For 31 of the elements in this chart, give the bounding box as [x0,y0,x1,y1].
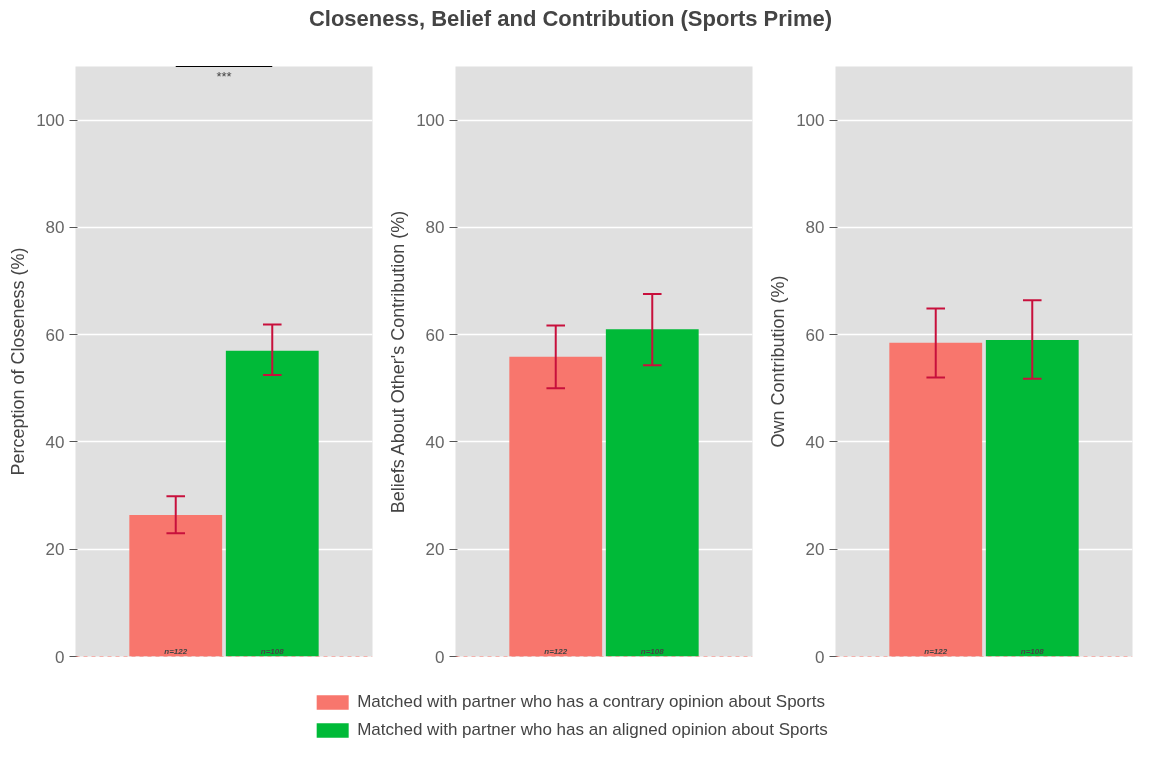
annotation: n=108 [1020,646,1045,656]
y-tick-label: 40 [805,432,825,452]
y-tick-label: 100 [416,111,445,131]
y-tick-label: 20 [805,540,825,560]
y-axis-title: Perception of Closeness (%) [8,247,29,476]
y-tick-label: 20 [45,540,65,560]
y-axis-title: Own Contribution (%) [768,275,789,448]
y-tick-label: 40 [425,432,445,452]
y-tick-label: 0 [435,647,445,667]
annotation: *** [216,68,232,84]
legend-label: Matched with partner who has a contrary opinion about Sports [357,692,825,712]
y-tick-label: 0 [55,647,65,667]
y-tick-label: 60 [45,325,65,345]
y-tick-label: 80 [805,218,825,238]
y-tick-label: 60 [425,325,445,345]
y-tick-label: 40 [45,432,65,452]
annotation: n=122 [924,646,948,656]
annotation: n=122 [164,646,188,656]
y-axis-title: Beliefs About Other's Contribution (%) [388,210,409,514]
y-tick-label: 100 [796,111,825,131]
y-tick-label: 100 [36,111,65,131]
annotation: n=108 [640,646,665,656]
y-tick-label: 80 [425,218,445,238]
y-tick-label: 20 [425,540,445,560]
annotation: n=108 [260,646,285,656]
y-tick-label: 80 [45,218,65,238]
legend-label: Matched with partner who has an aligned opinion about Sports [357,720,828,740]
annotation: n=122 [544,646,568,656]
y-tick-label: 60 [805,325,825,345]
text: Closeness, Belief and Contribution (Sports Prime) [308,6,833,31]
y-tick-label: 0 [815,647,825,667]
